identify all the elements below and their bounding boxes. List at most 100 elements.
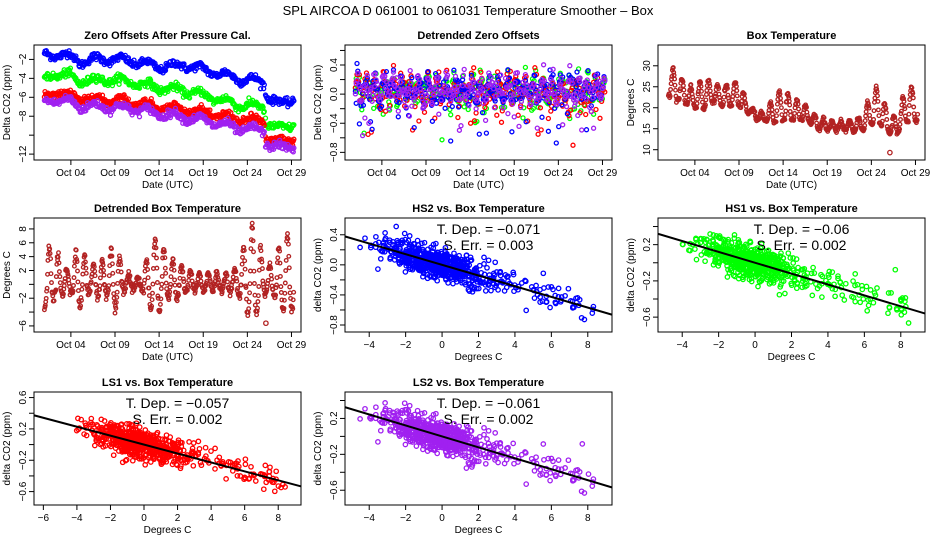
data-point [78, 303, 84, 309]
data-point [791, 115, 797, 121]
data-point [433, 240, 439, 247]
x-tick-label: Oct 29 [901, 168, 931, 179]
data-point [160, 255, 166, 261]
data-point [531, 81, 537, 88]
data-point [471, 79, 477, 86]
x-tick-label: 0 [752, 340, 758, 351]
data-points [665, 65, 921, 156]
data-point [281, 308, 286, 314]
y-tick-label: 0.4 [329, 227, 340, 241]
data-point [703, 102, 708, 108]
data-point [401, 230, 408, 237]
data-point [83, 265, 89, 271]
data-point [402, 269, 409, 275]
data-point [871, 108, 877, 114]
data-point [136, 85, 143, 91]
x-axis-label: Degrees C [768, 352, 816, 363]
x-tick-label: Oct 24 [233, 340, 263, 351]
data-point [550, 286, 556, 293]
data-point [214, 268, 220, 274]
data-point [721, 99, 727, 105]
data-point [699, 94, 705, 100]
data-point [588, 108, 594, 115]
plot-frame [33, 217, 302, 333]
data-point [383, 68, 390, 75]
data-point [103, 297, 109, 303]
data-point [399, 237, 406, 244]
data-point [492, 98, 498, 104]
data-point [378, 90, 384, 96]
data-point [486, 96, 493, 102]
data-point [499, 108, 505, 114]
data-point [681, 92, 687, 98]
data-point [278, 284, 284, 290]
data-point [583, 127, 590, 133]
data-point [502, 75, 509, 82]
data-point [684, 102, 690, 107]
data-point [240, 254, 245, 260]
data-point [142, 277, 148, 283]
data-point [277, 273, 283, 279]
data-point [443, 251, 450, 258]
data-points [658, 231, 925, 326]
data-point [403, 104, 409, 110]
x-tick-label: −2 [713, 340, 725, 351]
data-point [523, 119, 529, 125]
data-point [394, 86, 401, 92]
x-tick-label: Oct 09 [100, 168, 130, 179]
data-point [570, 92, 576, 98]
data-point [427, 274, 434, 280]
data-point [399, 257, 405, 264]
data-point [186, 95, 193, 101]
data-point [366, 120, 372, 126]
data-point [109, 246, 114, 252]
data-point [353, 100, 359, 106]
data-point [707, 83, 713, 89]
data-point [896, 128, 902, 134]
data-point [575, 112, 581, 119]
data-point [259, 266, 265, 272]
data-point [406, 113, 413, 119]
data-point [250, 238, 256, 244]
y-tick-label: −2 [18, 53, 29, 65]
data-point [743, 101, 749, 106]
data-point [734, 93, 740, 99]
data-point [520, 79, 526, 85]
data-point [390, 69, 397, 75]
data-point [442, 252, 449, 259]
data-point [906, 111, 912, 117]
x-axis-label: Date (UTC) [453, 180, 504, 191]
data-point [53, 287, 59, 293]
slope-annotation: T. Dep. = −0.071 [437, 221, 541, 237]
x-tick-label: Oct 04 [56, 168, 86, 179]
data-point [230, 279, 236, 284]
data-point [474, 98, 480, 104]
data-point [242, 258, 248, 264]
y-tick-label: 0.4 [329, 58, 340, 72]
data-point [285, 231, 290, 237]
data-point [494, 69, 501, 75]
data-point [875, 107, 881, 113]
data-point [154, 255, 159, 261]
x-tick-label: Oct 14 [144, 340, 174, 351]
y-tick-label: 25 [642, 81, 653, 93]
data-point [707, 88, 713, 94]
data-point [695, 96, 700, 102]
data-point [220, 283, 226, 289]
data-point [149, 303, 155, 309]
data-point [550, 72, 556, 78]
data-point [537, 85, 544, 91]
data-point [407, 67, 413, 74]
data-point [157, 301, 163, 307]
x-tick-label: Oct 09 [100, 340, 130, 351]
y-tick-label: −2 [18, 292, 29, 304]
data-point [540, 270, 547, 277]
data-point [286, 253, 292, 259]
data-point [461, 273, 468, 280]
x-tick-label: 6 [862, 340, 868, 351]
data-point [41, 307, 47, 313]
data-point [486, 70, 492, 76]
data-point [491, 272, 498, 278]
panel-hs1-vs-box: HS1 vs. Box Temperature−4 −2 0 2 4 6 8−0.6−0.2… [626, 203, 926, 363]
data-point [390, 62, 397, 69]
